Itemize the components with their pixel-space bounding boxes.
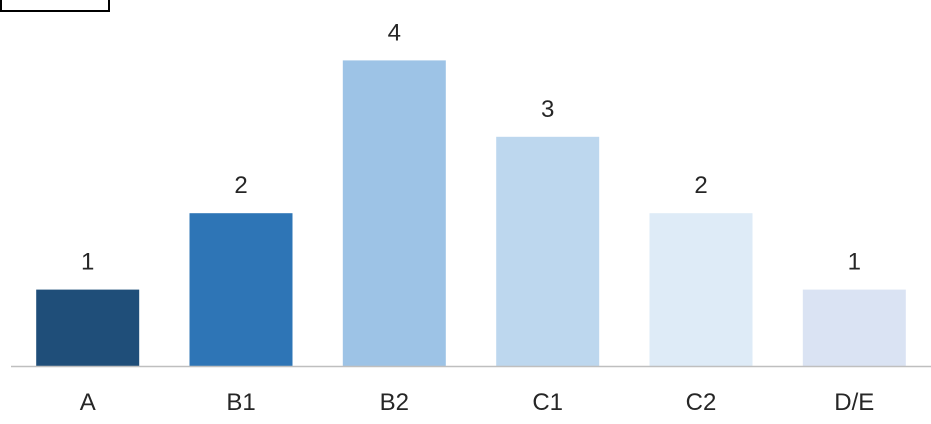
bar-de	[802, 289, 906, 366]
x-tick-label-de: D/E	[834, 389, 874, 416]
x-tick-label-c2: C2	[686, 389, 717, 416]
bar-c1	[496, 136, 600, 366]
bar-b1	[189, 213, 293, 366]
data-label-c2: 2	[694, 172, 707, 199]
data-label-a: 1	[81, 249, 94, 276]
x-tick-labels-layer: A B1 B2 C1 C2 D/E	[80, 389, 875, 416]
x-tick-label-b1: B1	[226, 389, 255, 416]
data-label-c1: 3	[541, 96, 554, 123]
bar-b2	[342, 60, 446, 367]
bar-c2	[649, 213, 753, 366]
data-label-b2: 4	[388, 19, 401, 46]
data-labels-layer: 1 2 4 3 2 1	[81, 19, 861, 275]
x-tick-label-c1: C1	[532, 389, 563, 416]
title-placeholder-box	[0, 0, 110, 12]
data-label-b1: 2	[234, 172, 247, 199]
bar-a	[36, 289, 140, 366]
x-tick-label-b2: B2	[380, 389, 409, 416]
bars-layer	[36, 60, 906, 367]
x-tick-label-a: A	[80, 389, 96, 416]
data-label-de: 1	[848, 249, 861, 276]
